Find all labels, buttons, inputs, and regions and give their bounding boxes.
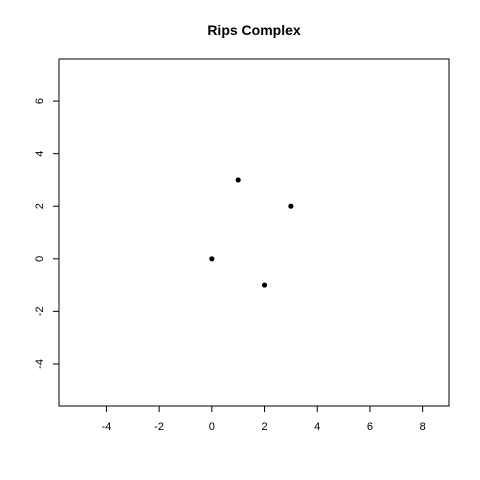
x-tick-label: 2 — [261, 421, 267, 433]
x-tick-label: 0 — [209, 421, 215, 433]
x-tick-label: -4 — [102, 421, 112, 433]
data-point — [288, 203, 294, 209]
data-point — [235, 177, 241, 183]
chart-title: Rips Complex — [207, 22, 301, 38]
y-tick-label: 2 — [34, 203, 46, 209]
y-tick-label: 4 — [34, 151, 46, 157]
y-axis: -4 -2 0 2 4 6 — [34, 98, 59, 369]
data-point — [209, 256, 215, 262]
y-tick-label: 0 — [34, 256, 46, 262]
data-points — [209, 177, 294, 288]
y-tick-label: 6 — [34, 98, 46, 104]
x-tick-label: -2 — [154, 421, 164, 433]
y-tick-label: -2 — [34, 306, 46, 316]
plot-frame — [58, 58, 450, 407]
x-tick-label: 4 — [314, 421, 320, 433]
data-point — [261, 282, 268, 288]
x-tick-label: 6 — [367, 421, 373, 433]
x-tick-label: 8 — [420, 421, 426, 433]
y-tick-label: -4 — [34, 359, 46, 369]
x-axis: -4 -2 0 2 4 6 8 — [102, 406, 426, 433]
